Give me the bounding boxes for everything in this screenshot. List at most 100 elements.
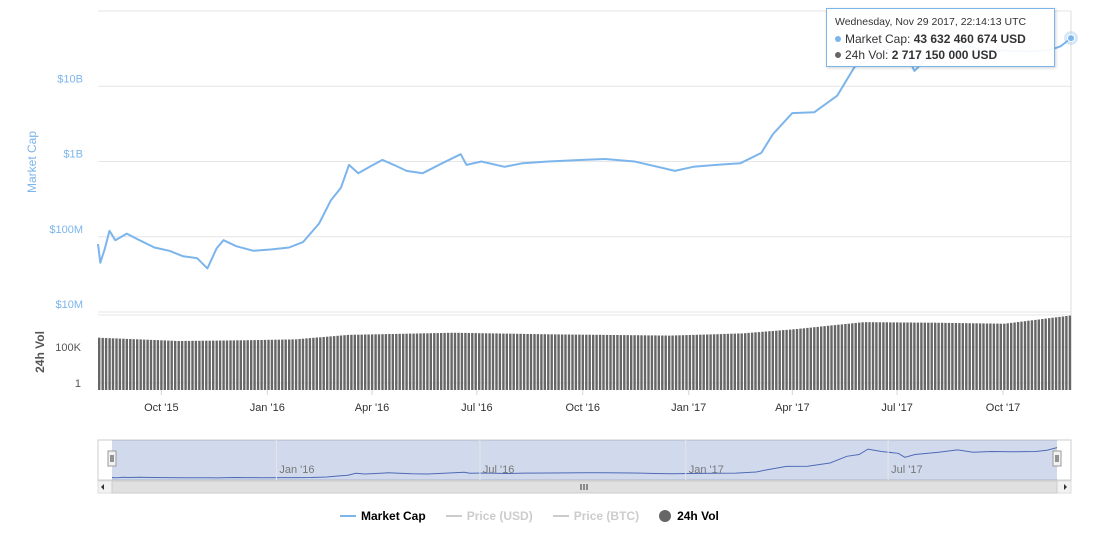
volume-bar[interactable] [937,322,940,390]
volume-bar[interactable] [778,330,781,390]
volume-bar[interactable] [136,339,139,390]
volume-bar[interactable] [129,339,132,390]
volume-bar[interactable] [149,339,153,390]
volume-bar[interactable] [616,335,619,390]
volume-bar[interactable] [443,332,446,390]
volume-bar[interactable] [878,322,882,390]
volume-bar[interactable] [802,328,806,390]
volume-bar[interactable] [1048,318,1051,390]
volume-bar[interactable] [664,335,667,391]
volume-bar[interactable] [101,337,104,390]
volume-bar[interactable] [184,340,187,390]
volume-bar[interactable] [944,322,947,390]
volume-bar[interactable] [840,324,844,390]
volume-bar[interactable] [982,323,985,390]
volume-bar[interactable] [104,338,108,390]
volume-bar[interactable] [243,340,246,390]
volume-bar[interactable] [308,338,312,390]
volume-bar[interactable] [288,339,291,391]
volume-bar[interactable] [592,334,595,390]
scroll-left-arrow-icon[interactable] [101,484,104,490]
volume-bar[interactable] [795,329,799,390]
volume-bar[interactable] [564,334,567,391]
volume-bar[interactable] [388,334,391,390]
market-cap-line[interactable] [97,37,1072,270]
volume-bar[interactable] [346,334,350,390]
volume-bar[interactable] [350,334,353,390]
volume-bar[interactable] [868,322,871,390]
volume-bar[interactable] [692,334,695,390]
legend-volume[interactable]: 24h Vol [659,509,719,523]
volume-bar[interactable] [875,322,878,390]
volume-bar[interactable] [464,332,467,390]
volume-bar[interactable] [1058,316,1061,390]
volume-bar[interactable] [208,340,211,390]
volume-bar[interactable] [813,327,816,390]
volume-bar[interactable] [740,333,743,390]
volume-bar[interactable] [429,333,432,390]
volume-bar[interactable] [626,335,629,390]
volume-bar[interactable] [519,333,522,390]
volume-bar[interactable] [529,334,533,390]
volume-bar[interactable] [826,325,830,390]
volume-bar[interactable] [153,340,156,390]
volume-bar[interactable] [643,335,647,390]
volume-bar[interactable] [730,333,733,390]
volume-bar[interactable] [668,335,671,390]
volume-bar[interactable] [370,334,374,390]
volume-bar[interactable] [747,332,750,390]
volume-bar[interactable] [996,323,999,390]
volume-bar[interactable] [968,323,971,390]
volume-bar[interactable] [1068,315,1072,390]
volume-bar[interactable] [357,334,360,390]
volume-bar[interactable] [481,333,484,390]
volume-bar[interactable] [902,322,906,391]
volume-bar[interactable] [180,341,184,390]
volume-bar[interactable] [125,338,128,390]
volume-bar[interactable] [412,333,415,390]
volume-bar[interactable] [1041,319,1044,390]
volume-bar[interactable] [1061,316,1065,391]
volume-bar[interactable] [156,340,160,390]
volume-bar[interactable] [1065,316,1068,390]
volume-bar[interactable] [522,333,526,390]
volume-bar[interactable] [142,339,146,390]
volume-bar[interactable] [367,334,370,391]
volume-bar[interactable] [294,339,298,390]
volume-bar[interactable] [326,336,329,390]
volume-bar[interactable] [315,337,318,391]
volume-bar[interactable] [588,334,591,390]
volume-bar[interactable] [502,333,505,390]
volume-bar[interactable] [940,322,944,390]
volume-bar[interactable] [557,334,560,390]
navigator-selection[interactable] [112,440,1057,480]
volume-bar[interactable] [654,335,657,390]
volume-bar[interactable] [775,330,778,390]
legend-price-btc[interactable]: Price (BTC) [552,509,639,523]
volume-bar[interactable] [312,337,315,390]
volume-bar[interactable] [681,335,685,390]
volume-bar[interactable] [619,335,622,390]
volume-bar[interactable] [1010,322,1013,390]
volume-bar[interactable] [122,338,125,390]
volume-bar[interactable] [978,323,982,390]
volume-bar[interactable] [256,340,260,390]
volume-bar[interactable] [212,340,215,390]
handle-body[interactable] [107,450,117,467]
volume-bar[interactable] [823,326,826,390]
volume-bar[interactable] [422,333,426,390]
volume-bar[interactable] [339,335,343,391]
volume-bar[interactable] [301,338,305,390]
volume-bar[interactable] [108,338,111,390]
volume-bar[interactable] [467,333,470,390]
volume-bar[interactable] [1037,319,1040,391]
volume-bar[interactable] [958,323,961,390]
volume-bar[interactable] [298,339,301,390]
volume-bar[interactable] [709,334,712,390]
volume-bar[interactable] [560,334,564,391]
volume-bar[interactable] [98,337,101,390]
volume-bar[interactable] [923,322,926,390]
volume-bar[interactable] [111,338,115,390]
volume-bar[interactable] [889,322,892,390]
volume-bar[interactable] [854,323,857,390]
